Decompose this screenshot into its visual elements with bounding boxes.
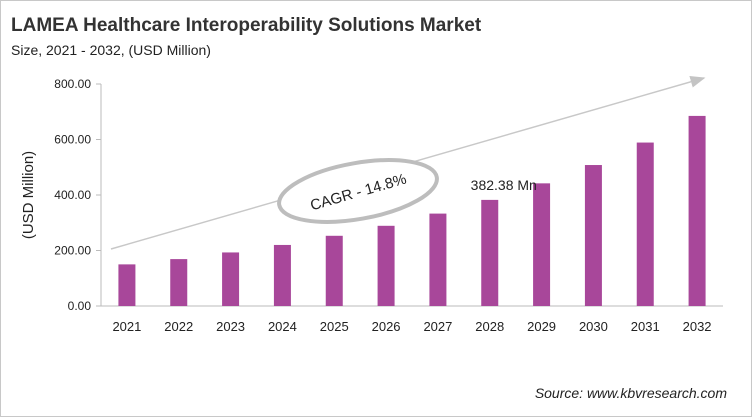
bar-2030 <box>584 165 602 306</box>
bar-2023 <box>222 252 240 306</box>
chart-subtitle: Size, 2021 - 2032, (USD Million) <box>11 42 211 58</box>
bar-2028 <box>481 199 499 306</box>
chart-title: LAMEA Healthcare Interoperability Soluti… <box>11 15 482 36</box>
bar-2024 <box>273 244 291 306</box>
x-tick-label: 2031 <box>631 319 660 334</box>
y-tick-label: 600.00 <box>54 133 91 147</box>
cagr-ellipse <box>277 158 439 224</box>
x-tick-label: 2023 <box>216 319 245 334</box>
bar-2022 <box>170 259 188 306</box>
x-tick-label: 2028 <box>475 319 504 334</box>
source-note: Source: www.kbvresearch.com <box>534 385 727 401</box>
x-tick-label: 2032 <box>683 319 712 334</box>
bar-2025 <box>325 235 343 306</box>
bar-2026 <box>377 225 395 306</box>
y-tick-label: 200.00 <box>54 244 91 258</box>
x-tick-label: 2024 <box>268 319 297 334</box>
x-tick-label: 2030 <box>579 319 608 334</box>
y-tick-label: 0.00 <box>68 299 92 313</box>
x-tick-label: 2021 <box>112 319 141 334</box>
x-tick-label: 2025 <box>320 319 349 334</box>
y-tick-label: 800.00 <box>54 77 91 91</box>
bar-2032 <box>688 115 706 306</box>
x-tick-label: 2026 <box>372 319 401 334</box>
x-tick-label: 2029 <box>527 319 556 334</box>
y-tick-label: 400.00 <box>54 188 91 202</box>
bar-2029 <box>533 183 551 306</box>
bar-2031 <box>636 142 654 306</box>
bar-2027 <box>429 213 447 306</box>
bar-2021 <box>118 264 136 306</box>
y-axis-label: (USD Million) <box>20 151 37 239</box>
x-tick-label: 2022 <box>164 319 193 334</box>
data-label-2028: 382.38 Mn <box>471 177 537 193</box>
x-tick-label: 2027 <box>423 319 452 334</box>
